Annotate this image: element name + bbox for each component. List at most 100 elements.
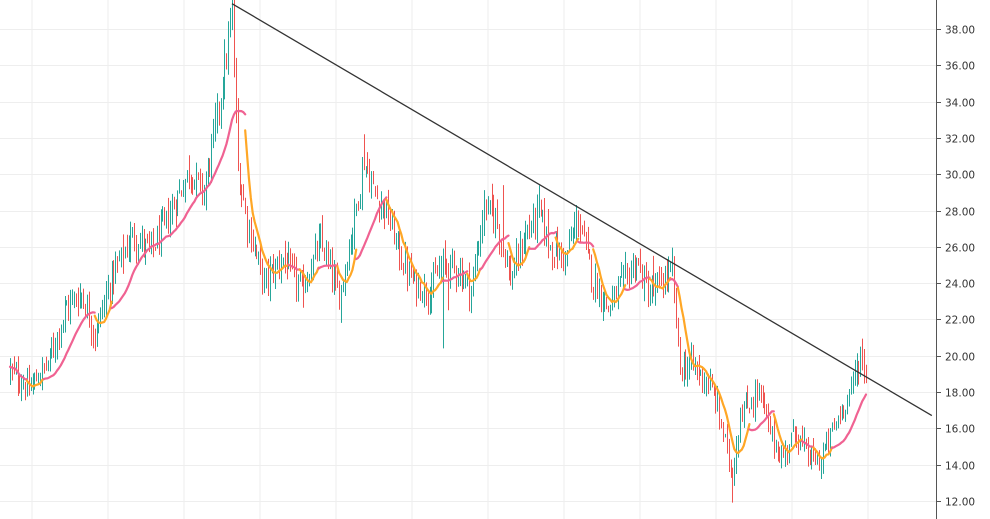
candle-body — [477, 255, 478, 266]
candle-body — [341, 286, 342, 311]
candle-body — [68, 304, 69, 311]
ma-line-bullish — [577, 240, 595, 248]
price-tick-label: 38.00 — [945, 25, 975, 37]
candle-body — [104, 301, 105, 312]
candle-body — [746, 399, 747, 409]
candle-body — [74, 296, 75, 299]
candle-body — [606, 297, 607, 307]
candle-body — [360, 194, 361, 204]
candle-body — [243, 197, 244, 201]
candle-body — [740, 417, 741, 438]
candle-body — [700, 369, 701, 376]
candle-body — [81, 294, 82, 296]
candle-body — [388, 197, 389, 222]
candle-body — [512, 274, 513, 287]
candle-body — [811, 448, 812, 461]
candle-body — [753, 405, 754, 407]
candle-body — [151, 238, 152, 244]
candle-body — [793, 425, 794, 432]
candle-body — [514, 271, 515, 274]
candle-body — [618, 284, 619, 296]
candle-body — [157, 230, 158, 249]
candle-body — [680, 337, 681, 371]
candle-body — [322, 228, 323, 247]
candle-body — [55, 347, 56, 351]
candle-body — [469, 276, 470, 299]
candle-body — [731, 463, 732, 469]
candle-body — [535, 210, 536, 226]
candle-body — [565, 253, 566, 267]
candle-body — [490, 200, 491, 202]
ma-line-bullish — [110, 109, 247, 310]
candle-body — [31, 386, 32, 390]
candle-body — [584, 231, 585, 233]
candle-body — [759, 386, 760, 397]
candle-body — [420, 284, 421, 299]
candle-body — [396, 236, 397, 242]
candle-body — [719, 397, 720, 419]
candle-body — [59, 334, 60, 339]
candle-body — [21, 386, 22, 390]
candle-body — [825, 448, 826, 451]
candle-body — [61, 327, 62, 337]
ma-line-bullish — [479, 234, 510, 271]
candle-body — [125, 249, 126, 257]
ma-line-bearish — [25, 377, 45, 388]
ma-line-bullish — [42, 311, 96, 381]
candle-body — [174, 208, 175, 210]
candle-body — [187, 170, 188, 181]
candle-body — [46, 365, 47, 367]
candle-body — [747, 397, 748, 408]
ma-line-bullish — [8, 365, 28, 381]
candle-body — [623, 268, 624, 274]
candle-body — [736, 447, 737, 470]
candle-body — [727, 436, 728, 443]
candle-body — [213, 125, 214, 141]
candle-body — [266, 271, 267, 276]
candle-body — [717, 398, 718, 408]
candle-body — [550, 245, 551, 250]
candle-body — [326, 251, 327, 261]
candle-body — [170, 215, 171, 231]
candle-body — [375, 186, 376, 196]
candle-body — [815, 452, 816, 465]
candle-body — [264, 276, 265, 287]
candle-body — [580, 223, 581, 231]
candle-body — [689, 361, 690, 368]
candle-body — [678, 322, 679, 336]
candle-body — [405, 255, 406, 269]
candle-body — [620, 278, 621, 285]
candle-body — [503, 243, 504, 250]
candle-body — [332, 261, 333, 282]
candle-body — [19, 384, 20, 389]
candle-body — [407, 258, 408, 277]
candle-body — [10, 366, 11, 372]
candle-body — [247, 211, 248, 233]
candle-body — [857, 365, 858, 375]
candle-body — [302, 276, 303, 280]
ma-line-bearish — [772, 413, 804, 454]
candle-body — [226, 57, 227, 63]
candle-body — [328, 252, 329, 261]
candle-body — [232, 7, 233, 26]
candle-body — [603, 305, 604, 309]
candle-body — [337, 275, 338, 288]
candle-body — [493, 209, 494, 225]
candle-body — [91, 320, 92, 332]
candle-body — [791, 433, 792, 447]
candle-body — [317, 246, 318, 255]
candle-body — [798, 443, 799, 445]
candle-body — [27, 378, 28, 394]
candle-body — [422, 297, 423, 299]
candle-body — [636, 263, 637, 277]
candle-body — [303, 277, 304, 295]
candle-body — [772, 426, 773, 433]
candle-body — [510, 265, 511, 285]
candle-body — [364, 165, 365, 169]
candle-body — [292, 258, 293, 265]
candle-body — [307, 281, 308, 286]
candle-body — [209, 163, 210, 170]
candle-body — [612, 298, 613, 310]
